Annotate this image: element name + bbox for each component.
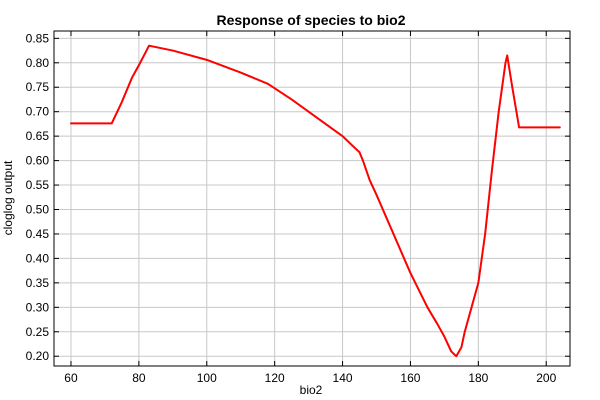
y-tick-label: 0.55 xyxy=(26,178,50,192)
x-tick-label: 120 xyxy=(265,371,285,385)
grid-lines xyxy=(54,31,570,366)
y-tick-label: 0.35 xyxy=(26,276,50,290)
x-tick-label: 180 xyxy=(468,371,488,385)
y-tick-label: 0.70 xyxy=(26,105,50,119)
y-axis-label: cloglog output xyxy=(1,160,15,235)
y-tick-label: 0.45 xyxy=(26,227,50,241)
y-tick-label: 0.25 xyxy=(26,325,50,339)
x-axis-ticks: 60 80 100 120 140 160 180 200 xyxy=(64,31,557,385)
x-tick-label: 160 xyxy=(400,371,420,385)
chart-title: Response of species to bio2 xyxy=(216,12,405,28)
series-layer xyxy=(69,44,561,358)
x-tick-label: 60 xyxy=(64,371,78,385)
series-line xyxy=(69,44,561,358)
x-tick-label: 80 xyxy=(132,371,146,385)
y-tick-label: 0.50 xyxy=(26,203,50,217)
y-tick-label: 0.40 xyxy=(26,251,50,265)
y-tick-label: 0.20 xyxy=(26,349,50,363)
y-tick-label: 0.30 xyxy=(26,300,50,314)
y-axis-ticks: 0.20 0.25 0.30 0.35 0.40 0.45 0.50 0.55 0.60 0.65… xyxy=(26,31,570,363)
x-tick-label: 100 xyxy=(197,371,217,385)
y-tick-label: 0.75 xyxy=(26,80,50,94)
x-tick-label: 200 xyxy=(536,371,556,385)
x-axis-label: bio2 xyxy=(300,383,323,397)
y-tick-label: 0.60 xyxy=(26,154,50,168)
y-tick-label: 0.65 xyxy=(26,129,50,143)
plot-frame xyxy=(53,30,571,367)
y-tick-label: 0.85 xyxy=(26,31,50,45)
x-tick-label: 140 xyxy=(333,371,353,385)
y-tick-label: 0.80 xyxy=(26,56,50,70)
